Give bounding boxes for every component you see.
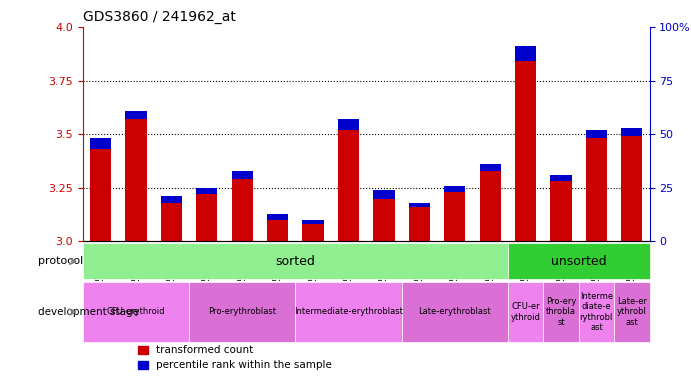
Bar [444, 185, 465, 192]
Bar [550, 175, 571, 181]
Bar [161, 203, 182, 242]
Bar [90, 149, 111, 242]
Text: CFU-er
ythroid: CFU-er ythroid [511, 302, 540, 322]
Bar [508, 282, 543, 342]
Bar [508, 243, 650, 279]
Bar [231, 170, 253, 179]
Bar [83, 243, 508, 279]
Text: Late-er
ythrobl
ast: Late-er ythrobl ast [617, 297, 647, 327]
Bar [83, 282, 189, 342]
Bar [444, 192, 465, 242]
Bar [338, 119, 359, 130]
Bar [401, 282, 508, 342]
Bar [515, 46, 536, 61]
Text: protocol: protocol [37, 257, 83, 266]
Text: unsorted: unsorted [551, 255, 607, 268]
Text: Intermediate-erythroblast: Intermediate-erythroblast [294, 308, 403, 316]
Bar [161, 196, 182, 203]
Legend: transformed count, percentile rank within the sample: transformed count, percentile rank withi… [133, 341, 337, 375]
Text: Late-erythroblast: Late-erythroblast [419, 308, 491, 316]
Text: Pro-ery
throbla
st: Pro-ery throbla st [546, 297, 576, 327]
Bar [196, 194, 218, 242]
Text: development stage: development stage [37, 307, 139, 317]
Text: sorted: sorted [276, 255, 315, 268]
Bar [303, 224, 323, 242]
Bar [90, 139, 111, 149]
Bar [296, 282, 401, 342]
Bar [303, 220, 323, 224]
Bar [408, 207, 430, 242]
Bar [231, 179, 253, 242]
Bar [408, 203, 430, 207]
Bar [550, 181, 571, 242]
Text: Interme
diate-e
rythrobl
ast: Interme diate-e rythrobl ast [580, 292, 613, 332]
Bar [373, 190, 395, 199]
Bar [267, 220, 288, 242]
Text: CFU-erythroid: CFU-erythroid [107, 308, 165, 316]
Text: GDS3860 / 241962_at: GDS3860 / 241962_at [83, 10, 236, 25]
Bar [267, 214, 288, 220]
Bar [621, 136, 643, 242]
Bar [621, 128, 643, 136]
Bar [480, 170, 501, 242]
Bar [196, 188, 218, 194]
Text: Pro-erythroblast: Pro-erythroblast [208, 308, 276, 316]
Bar [189, 282, 296, 342]
Bar [614, 282, 650, 342]
Bar [515, 61, 536, 242]
Bar [586, 139, 607, 242]
Bar [338, 130, 359, 242]
Bar [126, 111, 146, 119]
Bar [578, 282, 614, 342]
Bar [373, 199, 395, 242]
Bar [586, 130, 607, 139]
Bar [126, 119, 146, 242]
Bar [480, 164, 501, 170]
Bar [543, 282, 579, 342]
